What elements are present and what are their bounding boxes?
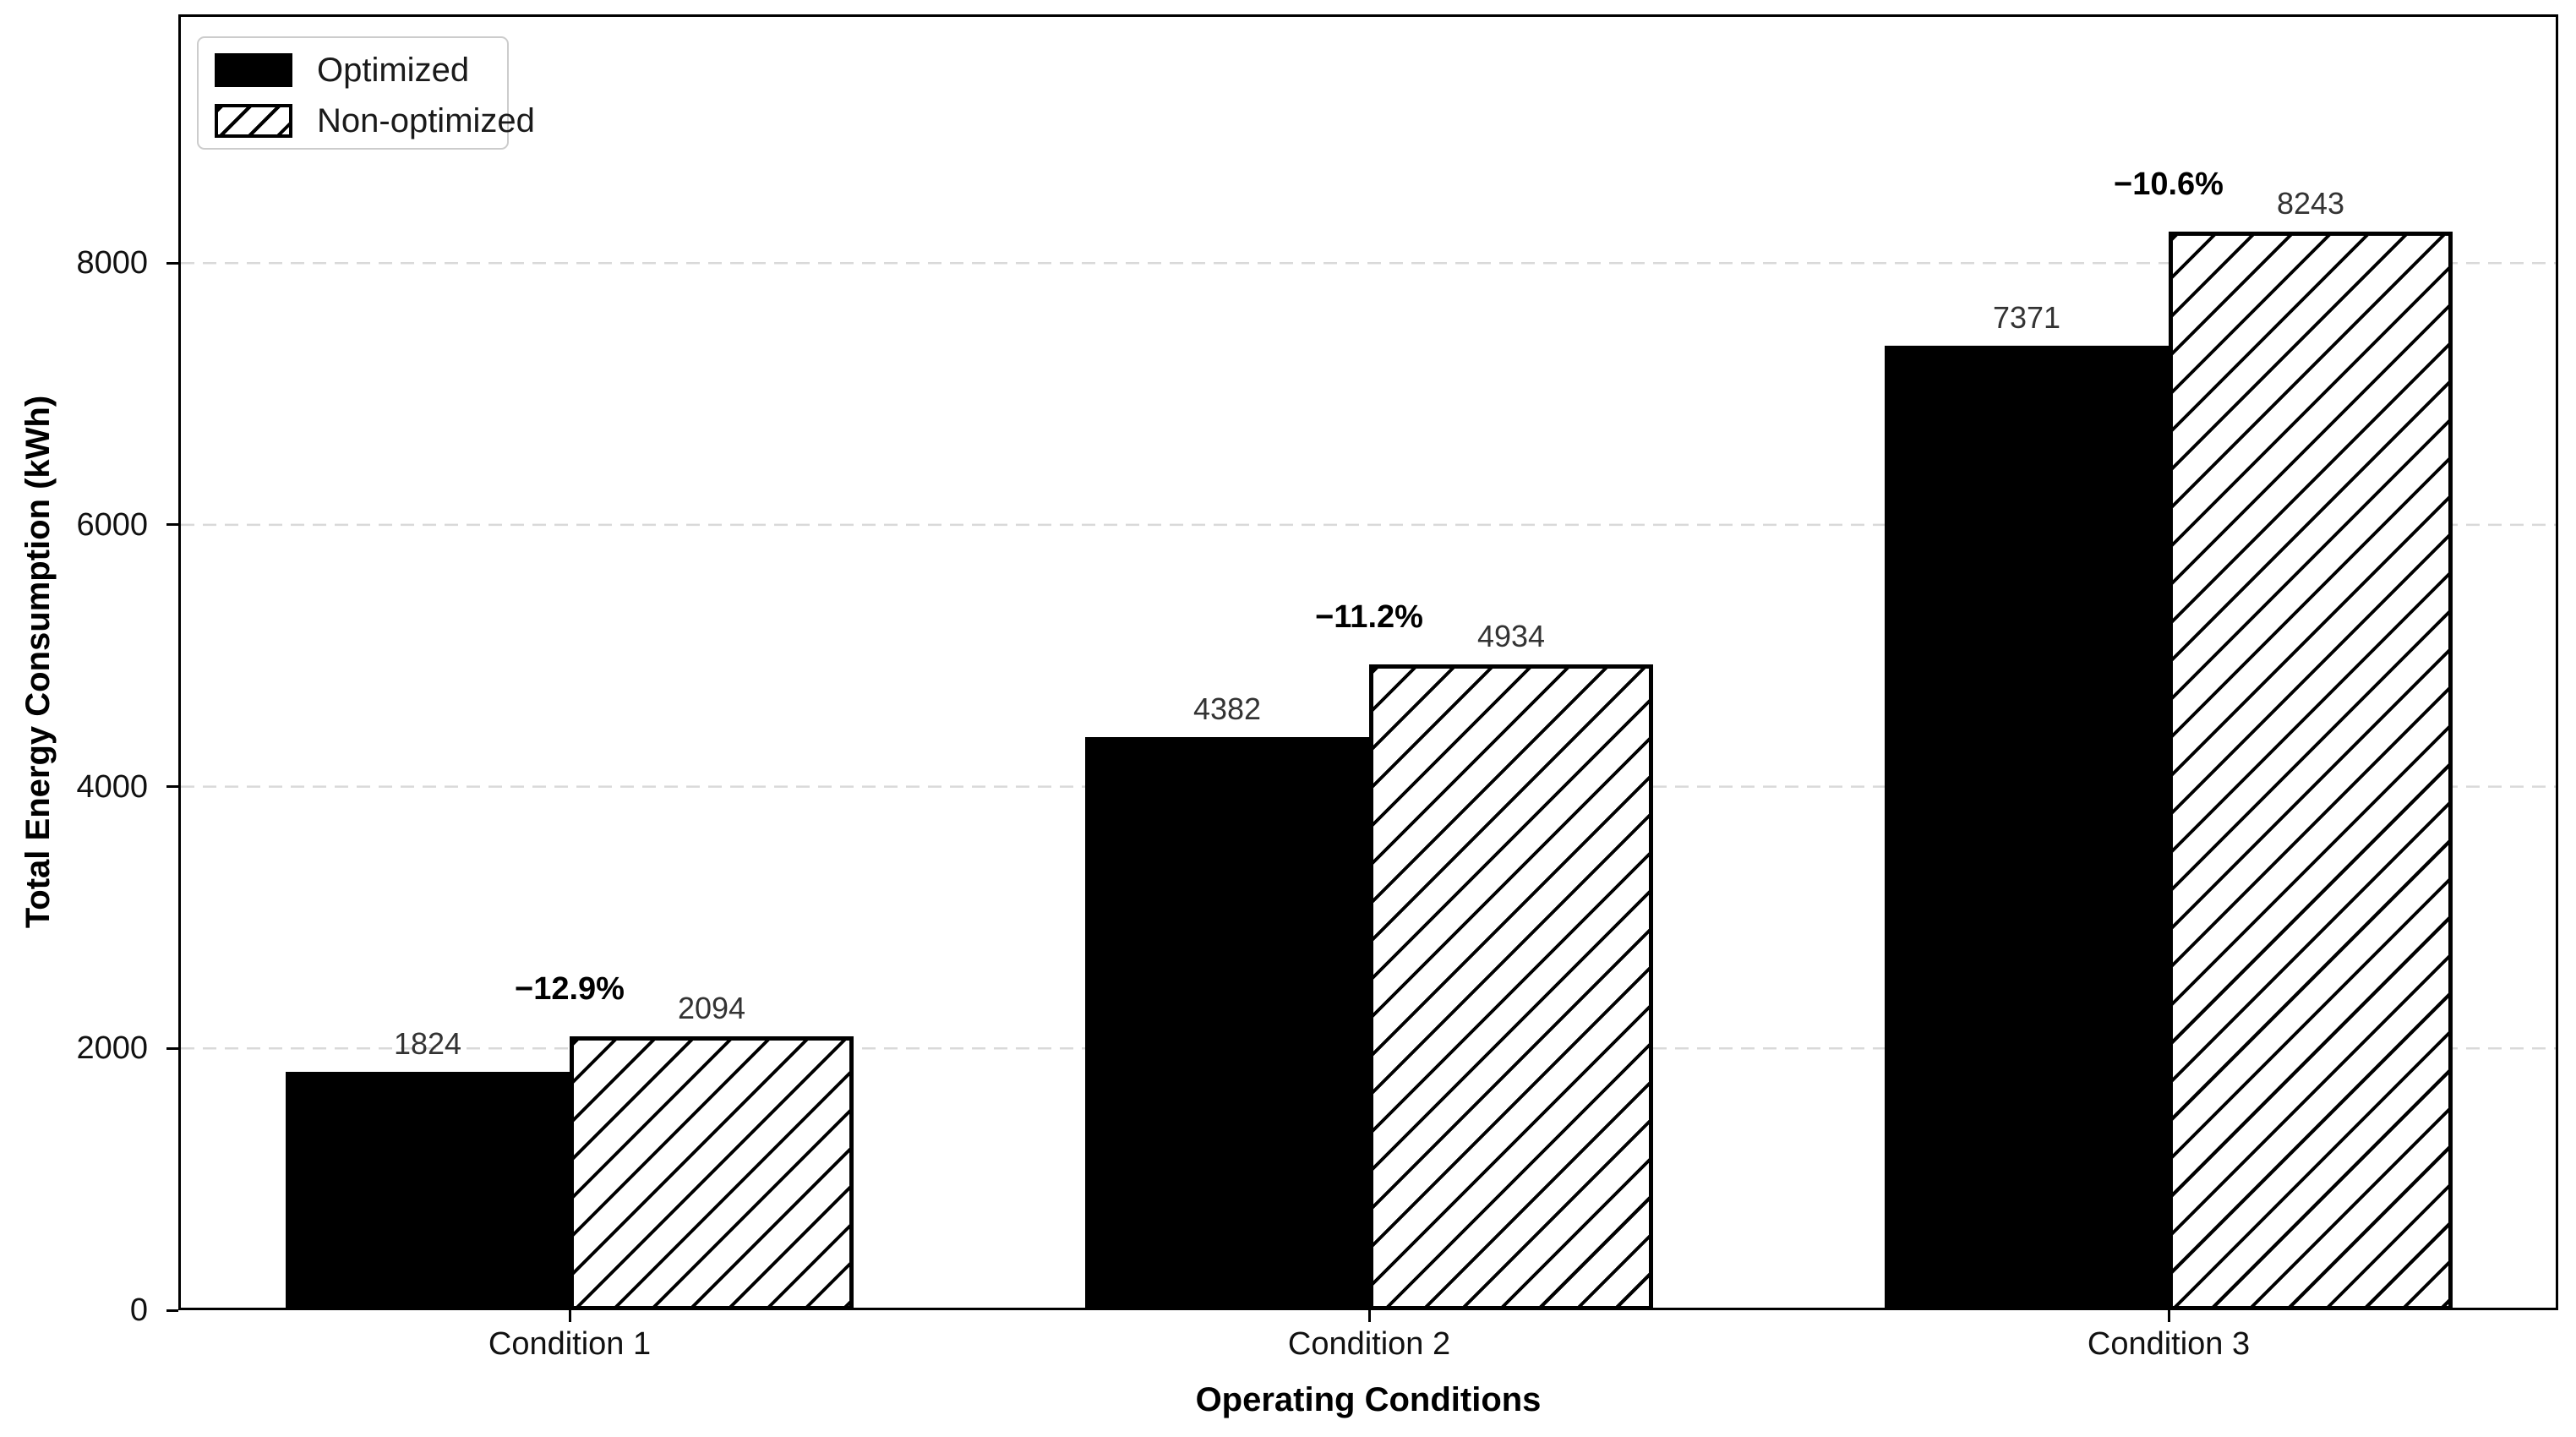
y-tick-label-0: 0 — [129, 1292, 148, 1328]
x-tick-condition-1 — [568, 1310, 571, 1322]
legend: Optimized Non-optimized — [197, 36, 535, 150]
y-tick-2000 — [166, 1046, 178, 1050]
value-label-optimized-condition-3: 7371 — [1992, 299, 2061, 335]
value-label-optimized-condition-2: 4382 — [1192, 691, 1262, 726]
y-axis-title: Total Energy Consumption (kWh) — [19, 395, 57, 929]
x-tick-condition-2 — [1367, 1310, 1371, 1322]
legend-swatch-hatch-icon — [215, 104, 292, 138]
y-tick-label-8000: 8000 — [76, 245, 148, 281]
value-label-non-optimized-condition-3: 8243 — [2276, 185, 2345, 221]
value-label-optimized-condition-1: 1824 — [393, 1025, 462, 1061]
x-tick-label-condition-2: Condition 2 — [1287, 1326, 1451, 1362]
y-tick-label-2000: 2000 — [76, 1030, 148, 1067]
legend-item-optimized: Optimized — [215, 45, 507, 96]
y-tick-label-6000: 6000 — [76, 506, 148, 543]
value-label-non-optimized-condition-1: 2094 — [677, 990, 746, 1025]
y-tick-8000 — [166, 261, 178, 265]
x-axis-title: Operating Conditions — [1195, 1381, 1542, 1418]
legend-item-non-optimized: Non-optimized — [215, 96, 535, 146]
bar-optimized-condition-2 — [1085, 736, 1369, 1310]
bar-optimized-condition-3 — [1885, 345, 2169, 1310]
legend-swatch-solid-icon — [215, 53, 292, 87]
bar-non-optimized-condition-2 — [1369, 664, 1653, 1310]
legend-label-non-optimized: Non-optimized — [317, 102, 535, 139]
x-tick-label-condition-3: Condition 3 — [2087, 1326, 2251, 1362]
y-tick-4000 — [166, 785, 178, 789]
bar-non-optimized-condition-1 — [570, 1035, 854, 1310]
y-tick-6000 — [166, 523, 178, 527]
pct-label-condition-2: −11.2% — [1315, 599, 1423, 635]
y-tick-0 — [166, 1309, 178, 1312]
bar-non-optimized-condition-3 — [2169, 231, 2453, 1310]
x-tick-condition-3 — [2167, 1310, 2170, 1322]
y-tick-label-4000: 4000 — [76, 768, 148, 805]
pct-label-condition-1: −12.9% — [515, 970, 625, 1007]
legend-label-optimized: Optimized — [317, 52, 470, 89]
bar-optimized-condition-1 — [286, 1071, 570, 1310]
value-label-non-optimized-condition-2: 4934 — [1476, 619, 1546, 653]
pct-label-condition-3: −10.6% — [2114, 166, 2224, 202]
x-tick-label-condition-1: Condition 1 — [488, 1326, 652, 1362]
